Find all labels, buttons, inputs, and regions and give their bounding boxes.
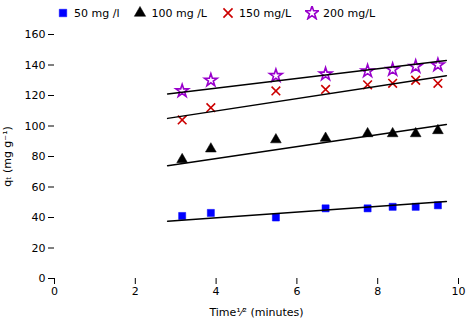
html-text:150 mg/L: 150 mg/L <box>239 6 291 20</box>
svg-text:40: 40 <box>32 211 46 224</box>
svg-text:10: 10 <box>452 285 466 298</box>
svg-text:0: 0 <box>51 285 58 298</box>
svg-text:20: 20 <box>32 242 46 255</box>
svg-text:8: 8 <box>374 285 381 298</box>
svg-text:120: 120 <box>25 89 46 102</box>
svg-text:qₜ (mg g⁻¹): qₜ (mg g⁻¹) <box>1 126 14 187</box>
svg-text:100: 100 <box>25 120 46 133</box>
svg-text:2: 2 <box>132 285 139 298</box>
svg-text:80: 80 <box>32 150 46 163</box>
html-text:200 mg/L: 200 mg/L <box>323 6 375 20</box>
html-text:50 mg /l: 50 mg /l <box>74 6 120 20</box>
svg-text:6: 6 <box>293 285 300 298</box>
svg-text:0: 0 <box>39 272 46 285</box>
svg-text:60: 60 <box>32 181 46 194</box>
svg-text:Time¹⁄² (minutes): Time¹⁄² (minutes) <box>208 306 303 319</box>
svg-text:140: 140 <box>25 59 46 72</box>
svg-text:160: 160 <box>25 28 46 41</box>
html-text:100 mg /L: 100 mg /L <box>151 6 207 20</box>
svg-text:4: 4 <box>213 285 220 298</box>
